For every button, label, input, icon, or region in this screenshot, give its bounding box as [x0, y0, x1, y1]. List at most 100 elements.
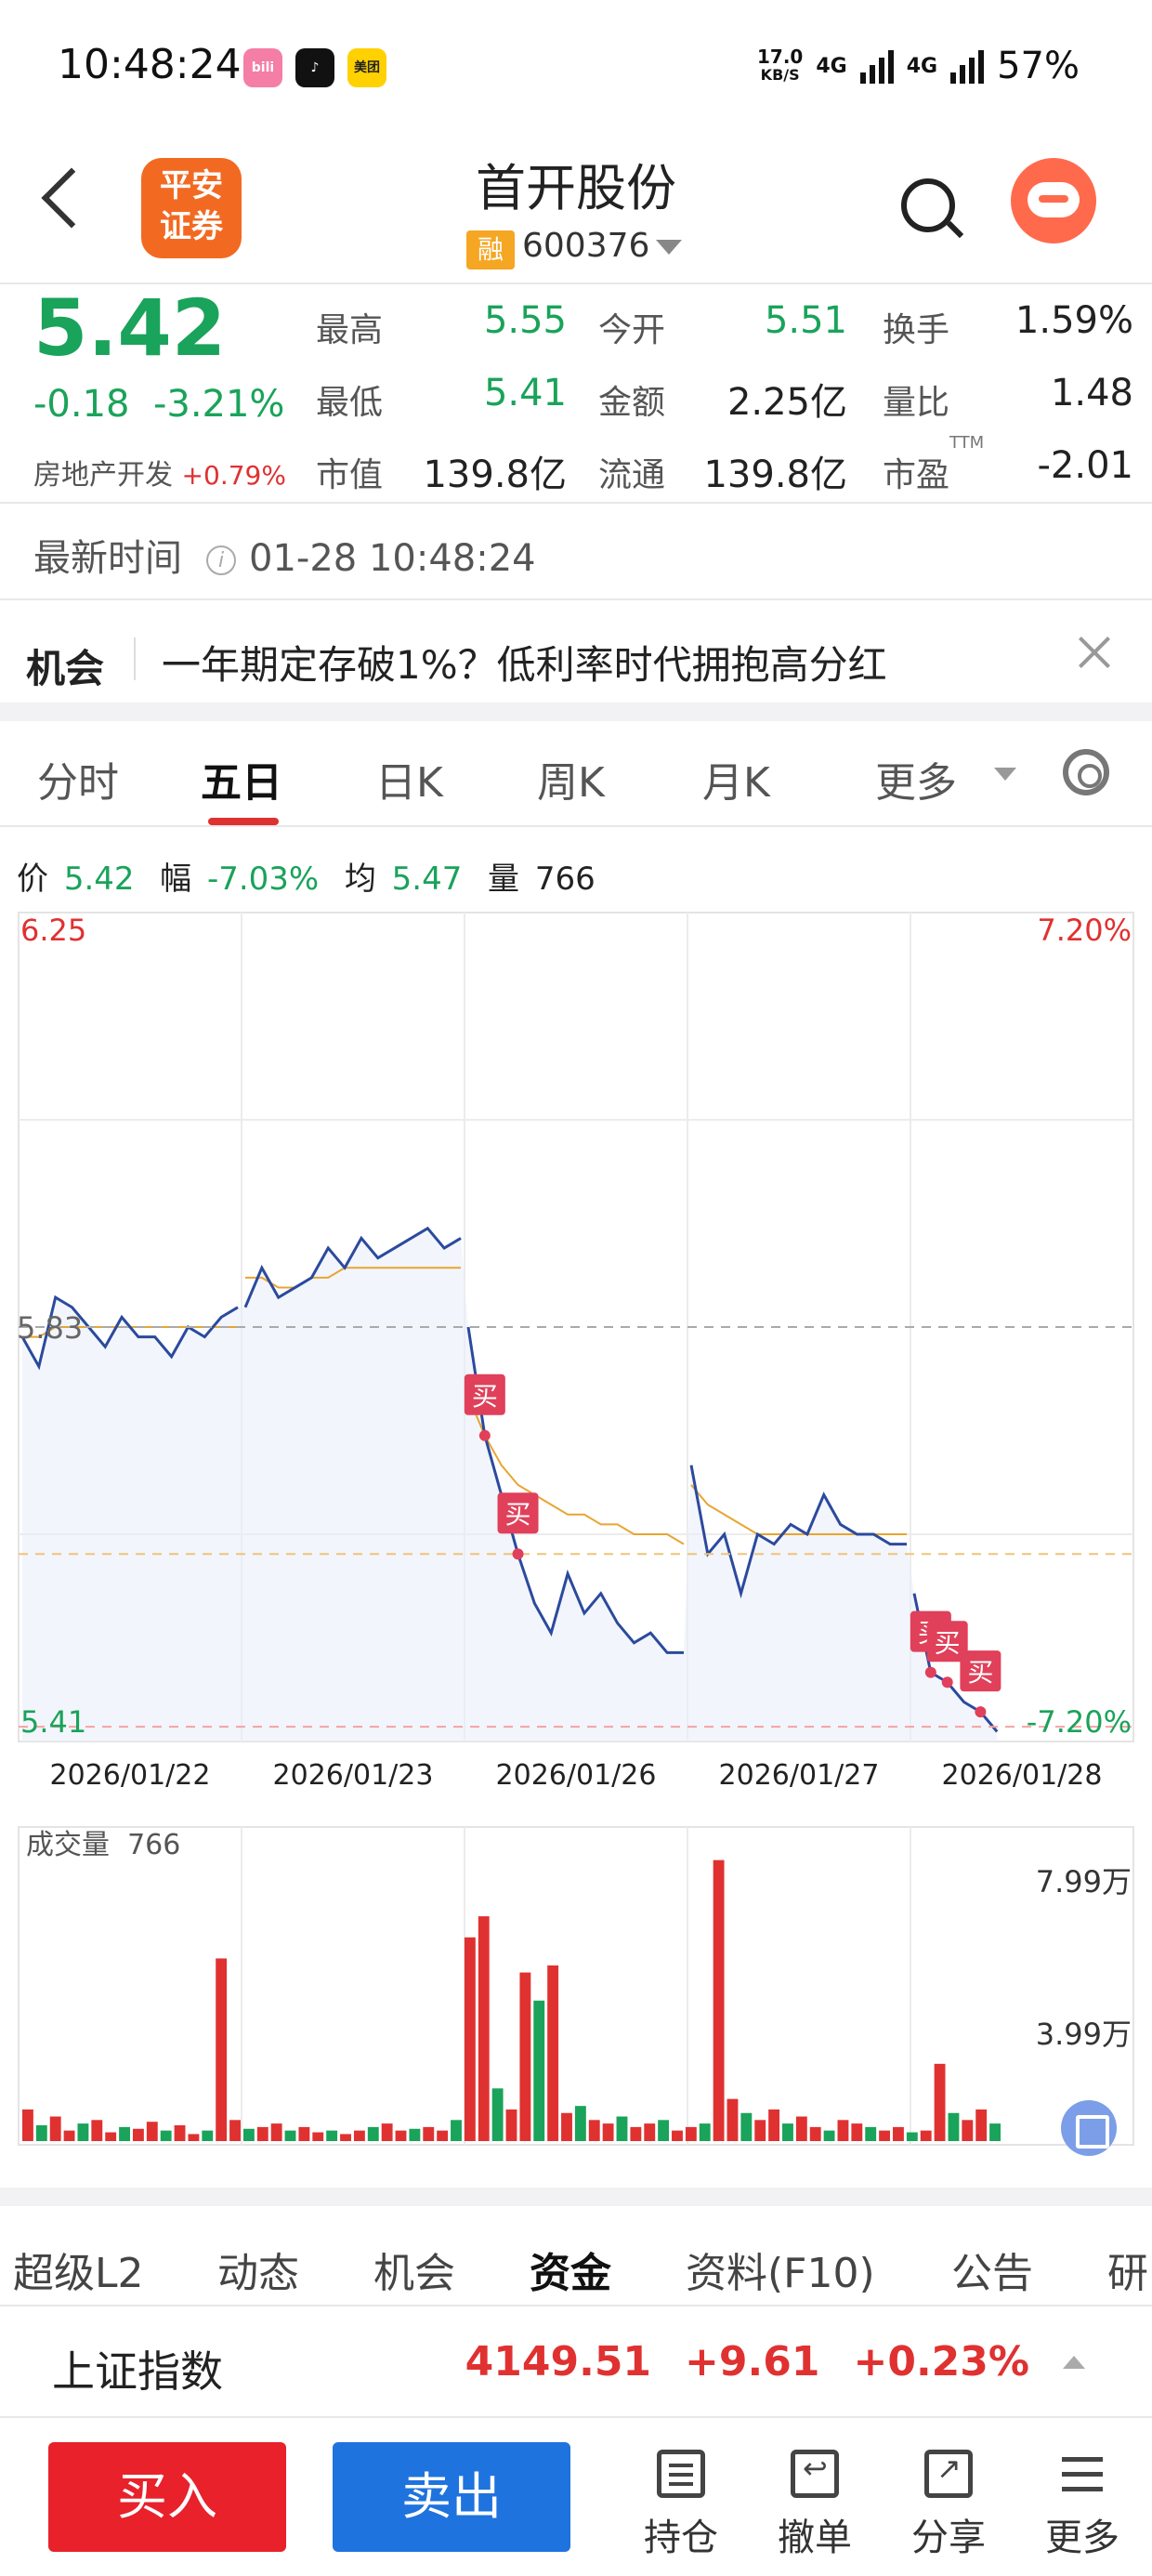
signal-icon: 4G: [816, 54, 847, 78]
sector-info[interactable]: 房地产开发 +0.79%: [33, 459, 286, 492]
current-price: 5.42: [33, 283, 227, 374]
volume-bar: [340, 2134, 351, 2141]
price-change: -0.18 -3.21%: [33, 383, 285, 426]
volume-bar: [519, 1972, 531, 2141]
volume-bar: [574, 2106, 586, 2141]
pe-value: -2.01: [1037, 444, 1134, 487]
turnover-value: 1.59%: [1015, 299, 1133, 342]
share-button[interactable]: 分享: [897, 2450, 1000, 2561]
average-price-line: [245, 1267, 461, 1289]
close-icon[interactable]: [1074, 632, 1115, 673]
buy-point-dot: [512, 1548, 524, 1560]
price-line: [243, 1226, 462, 1308]
volume-bar: [865, 2126, 877, 2141]
tab-capital[interactable]: 资金: [530, 2250, 611, 2297]
cancel-order-button[interactable]: 撤单: [764, 2450, 866, 2561]
volume-bar: [22, 2109, 33, 2141]
sell-button[interactable]: 卖出: [333, 2442, 570, 2552]
menu-icon: [1058, 2450, 1106, 2498]
tab-announcements[interactable]: 公告: [951, 2250, 1033, 2297]
bilibili-icon: bili: [243, 48, 282, 87]
tab-intraday[interactable]: 分时: [37, 759, 119, 807]
pe-label: 市盈: [883, 456, 950, 494]
market-cap-label: 市值: [316, 456, 384, 494]
buy-marker-badge: [960, 1650, 1001, 1692]
five-day-chart[interactable]: 买买买买买 6.25 5.83 5.41 7.20% -7.20% 2026/0…: [0, 900, 1152, 2182]
buy-marker-label: 买: [505, 1499, 531, 1530]
volume-bar: [298, 2126, 310, 2141]
volume-bar: [561, 2112, 572, 2141]
gear-icon[interactable]: [1063, 749, 1109, 795]
low-value: 5.41: [483, 372, 567, 414]
tab-five-day[interactable]: 五日: [201, 759, 282, 807]
volume-bar: [478, 1916, 490, 2141]
more-menu-button[interactable]: 更多: [1031, 2450, 1133, 2561]
chart-info-row: 价 5.42 幅 -7.03% 均 5.47 量 766: [17, 861, 596, 898]
divider: [0, 502, 1152, 504]
tab-opportunity[interactable]: 机会: [373, 2250, 455, 2297]
volume-bar: [409, 2128, 421, 2141]
amount-label: 金额: [598, 384, 666, 422]
chevron-down-icon[interactable]: [994, 768, 1016, 781]
high-value: 5.55: [483, 299, 567, 342]
info-icon[interactable]: i: [206, 545, 236, 575]
stock-name: 首开股份: [476, 159, 676, 217]
chevron-down-icon[interactable]: [656, 240, 682, 255]
index-values[interactable]: 4149.51 +9.61 +0.23%: [465, 2338, 1085, 2385]
volume-bar: [49, 2116, 61, 2141]
buy-marker-badge: [497, 1492, 539, 1534]
volume-bar: [270, 2123, 282, 2141]
buy-marker-label: 买: [935, 1627, 961, 1658]
volume-bar: [602, 2123, 614, 2141]
volume-bar: [132, 2128, 144, 2141]
open-value: 5.51: [764, 299, 847, 342]
assistant-avatar-icon[interactable]: [1011, 158, 1096, 243]
volume-bar: [464, 1937, 476, 2141]
divider: [0, 2416, 1152, 2418]
divider: [0, 2305, 1152, 2307]
tab-level2[interactable]: 超级L2: [13, 2250, 144, 2297]
index-name[interactable]: 上证指数: [52, 2346, 223, 2397]
average-price-line: [467, 1395, 685, 1545]
volume-bar: [962, 2120, 974, 2141]
volume-bar: [188, 2134, 200, 2141]
buy-point-dot: [941, 1676, 953, 1689]
buy-marker-label: 买: [472, 1381, 498, 1412]
tab-daily-k[interactable]: 日K: [375, 759, 443, 807]
buy-point-dot: [478, 1429, 491, 1441]
float-cap-value: 139.8亿: [703, 453, 847, 496]
volume-ratio-value: 1.48: [1050, 372, 1133, 414]
volume-bar: [491, 2088, 504, 2141]
buy-button[interactable]: 买入: [48, 2442, 286, 2552]
chevron-up-icon[interactable]: [1063, 2355, 1085, 2369]
volume-bar: [727, 2098, 739, 2141]
tab-research[interactable]: 研: [1107, 2250, 1148, 2297]
buy-marker-badge: [464, 1373, 505, 1415]
volume-bar: [768, 2109, 780, 2141]
volume-bar: [367, 2126, 379, 2141]
tab-more[interactable]: 更多: [875, 759, 957, 807]
volume-bar: [699, 2123, 711, 2141]
tab-weekly-k[interactable]: 周K: [537, 759, 605, 807]
broker-logo: 平安 证券: [141, 158, 242, 258]
tab-monthly-k[interactable]: 月K: [702, 759, 770, 807]
positions-button[interactable]: 持仓: [630, 2450, 732, 2561]
price-line: [689, 1465, 907, 1599]
volume-bar: [630, 2126, 642, 2141]
volume-mid-label: 3.99万: [1036, 2017, 1132, 2052]
stock-code[interactable]: 600376: [522, 227, 650, 265]
search-icon[interactable]: [901, 178, 955, 232]
volume-bar: [948, 2112, 960, 2141]
volume-bar: [837, 2120, 849, 2141]
open-label: 今开: [598, 311, 666, 349]
tab-news[interactable]: 动态: [217, 2250, 299, 2297]
volume-bar: [782, 2123, 793, 2141]
share-icon: [924, 2450, 973, 2498]
volume-bar: [423, 2126, 435, 2141]
date-tick-label: 2026/01/26: [496, 1759, 657, 1792]
volume-bar: [672, 2130, 683, 2141]
tab-f10[interactable]: 资料(F10): [686, 2250, 875, 2297]
fullscreen-icon[interactable]: [1061, 2100, 1117, 2156]
volume-bar: [934, 2063, 946, 2141]
opportunity-headline[interactable]: 一年期定存破1%？低利率时代拥抱高分红: [162, 642, 887, 688]
